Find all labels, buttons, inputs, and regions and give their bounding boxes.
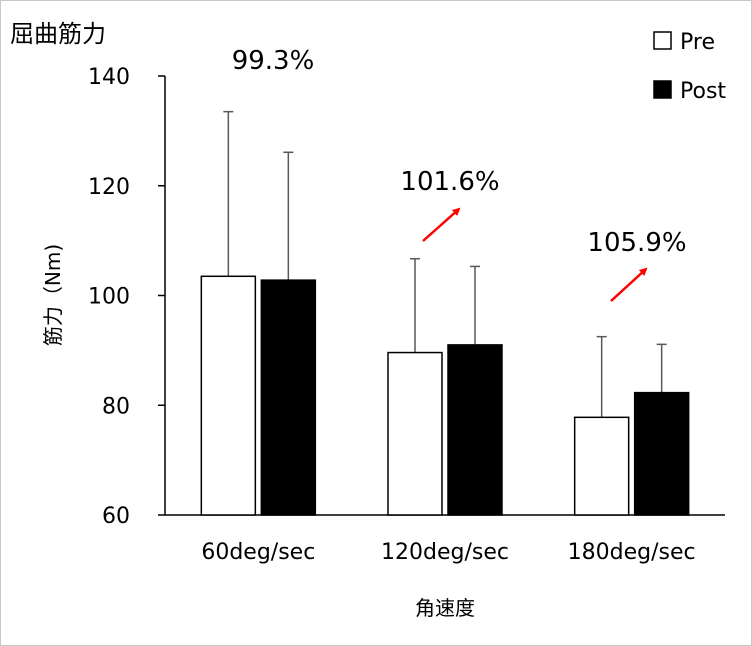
y-tick-label: 80 — [102, 394, 130, 419]
x-tick-label: 60deg/sec — [201, 540, 315, 565]
increase-arrow — [422, 207, 461, 242]
bar-pre-0 — [200, 275, 257, 516]
y-tick-label: 60 — [102, 504, 130, 529]
annotation-percent: 99.3% — [232, 46, 315, 76]
legend-swatch-post — [653, 80, 672, 99]
annotation-percent: 101.6% — [400, 167, 499, 197]
chart-title: 屈曲筋力 — [10, 20, 106, 48]
y-tick-label: 100 — [88, 285, 130, 310]
y-tick-label: 140 — [88, 65, 130, 90]
y-axis-label: 筋力（Nm) — [41, 244, 65, 346]
increase-arrow — [610, 267, 648, 302]
bar-pre-2 — [573, 416, 630, 516]
y-tick-label: 120 — [88, 175, 130, 200]
legend-label-post: Post — [680, 79, 726, 104]
bar-post-0 — [260, 279, 317, 516]
x-tick-label: 180deg/sec — [568, 540, 696, 565]
bar-post-1 — [447, 344, 503, 516]
x-axis-label: 角速度 — [415, 596, 475, 620]
legend-label-pre: Pre — [680, 30, 715, 55]
bar-pre-1 — [387, 351, 443, 516]
x-tick-label: 120deg/sec — [381, 540, 509, 565]
bar-post-2 — [633, 391, 690, 516]
legend-swatch-pre — [653, 31, 672, 50]
annotation-percent: 105.9% — [587, 228, 686, 258]
